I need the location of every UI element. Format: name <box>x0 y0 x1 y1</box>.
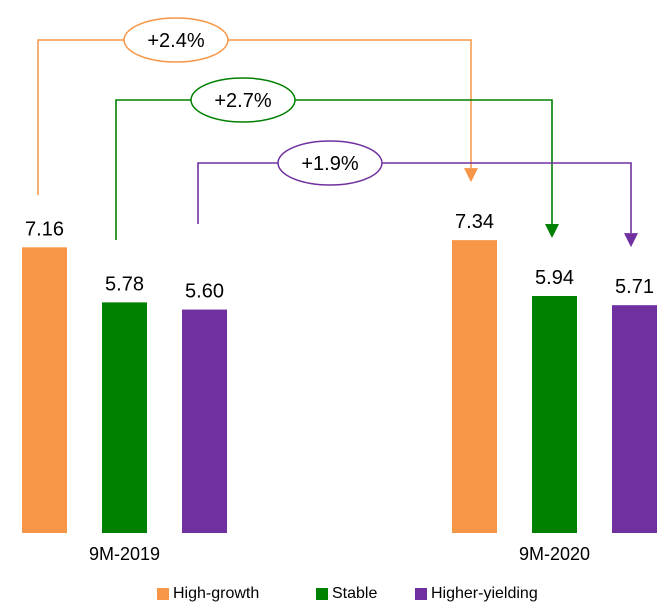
bar-higher-yielding-9m-2020 <box>612 305 657 533</box>
bar-stable-9m-2019 <box>102 302 147 533</box>
arrow-high-growth <box>464 168 478 182</box>
category-label-9m-2019: 9M-2019 <box>89 544 160 564</box>
value-label-high-growth-9m-2020: 7.34 <box>455 211 494 233</box>
legend-swatch-stable <box>316 588 328 600</box>
value-label-high-growth-9m-2019: 7.16 <box>25 218 64 240</box>
value-label-higher-yielding-9m-2020: 5.71 <box>615 276 654 298</box>
annotation-label-higher-yielding: +1.9% <box>301 153 358 175</box>
legend-label-higher-yielding: Higher-yielding <box>431 585 538 602</box>
annotation-label-high-growth: +2.4% <box>147 30 204 52</box>
legend-swatch-higher-yielding <box>415 588 427 600</box>
value-label-stable-9m-2020: 5.94 <box>535 267 574 289</box>
category-label-layer: 9M-2019 9M-2020 <box>89 544 590 564</box>
bar-high-growth-9m-2020 <box>452 240 497 533</box>
legend-swatch-high-growth <box>157 588 169 600</box>
legend-label-high-growth: High-growth <box>173 585 259 602</box>
bar-higher-yielding-9m-2019 <box>182 310 227 533</box>
annotation-layer: +2.4% +2.7% +1.9% <box>124 18 382 185</box>
arrow-higher-yielding <box>624 233 638 247</box>
legend-label-stable: Stable <box>332 585 377 602</box>
annotation-label-stable: +2.7% <box>214 90 271 112</box>
value-label-layer: 7.16 7.34 5.78 5.94 5.60 5.71 <box>25 211 654 302</box>
category-label-9m-2020: 9M-2020 <box>519 544 590 564</box>
value-label-stable-9m-2019: 5.78 <box>105 273 144 295</box>
bar-stable-9m-2020 <box>532 296 577 533</box>
value-label-higher-yielding-9m-2019: 5.60 <box>185 281 224 303</box>
legend: High-growth Stable Higher-yielding <box>157 585 538 602</box>
arrow-stable <box>545 224 559 238</box>
bar-high-growth-9m-2019 <box>22 247 67 533</box>
connector-higher-yielding <box>198 163 631 233</box>
